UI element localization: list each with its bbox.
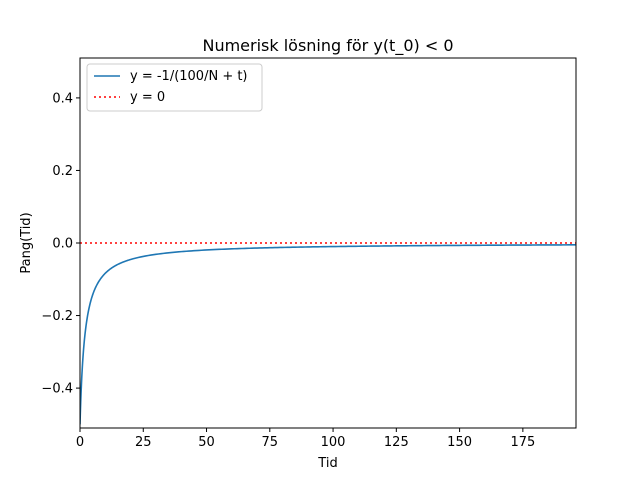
plot-frame	[79, 57, 577, 429]
y-axis: −0.4 −0.2 0.0 0.2 0.4	[41, 91, 80, 397]
y-tick-label: 0.2	[52, 164, 73, 179]
legend-box	[86, 63, 263, 112]
x-tick-label: 100	[321, 435, 346, 450]
series-line-curve	[80, 244, 576, 425]
series-layer	[80, 242, 576, 425]
legend-label-curve: y = -1/(100/N + t)	[130, 69, 248, 84]
y-tick-label: −0.2	[41, 309, 73, 324]
y-axis-label: Pang(Tid)	[19, 212, 34, 273]
x-tick-label: 0	[76, 435, 84, 450]
plot-area	[80, 242, 576, 425]
x-tick-label: 75	[262, 435, 279, 450]
x-tick-label: 175	[510, 435, 535, 450]
legend-label-zero: y = 0	[130, 90, 165, 105]
x-tick-label: 150	[447, 435, 472, 450]
chart-title: Numerisk lösning för y(t_0) < 0	[202, 36, 453, 56]
legend: y = -1/(100/N + t) y = 0	[86, 63, 263, 112]
y-tick-label: −0.4	[41, 382, 73, 397]
x-axis-label: Tid	[317, 456, 337, 471]
x-axis: 0 25 50 75 100 125 150 175	[76, 428, 535, 450]
y-tick-label: 0.4	[52, 91, 73, 106]
x-tick-label: 125	[384, 435, 409, 450]
y-tick-label: 0.0	[52, 237, 73, 252]
x-tick-label: 25	[135, 435, 152, 450]
x-tick-label: 50	[198, 435, 215, 450]
